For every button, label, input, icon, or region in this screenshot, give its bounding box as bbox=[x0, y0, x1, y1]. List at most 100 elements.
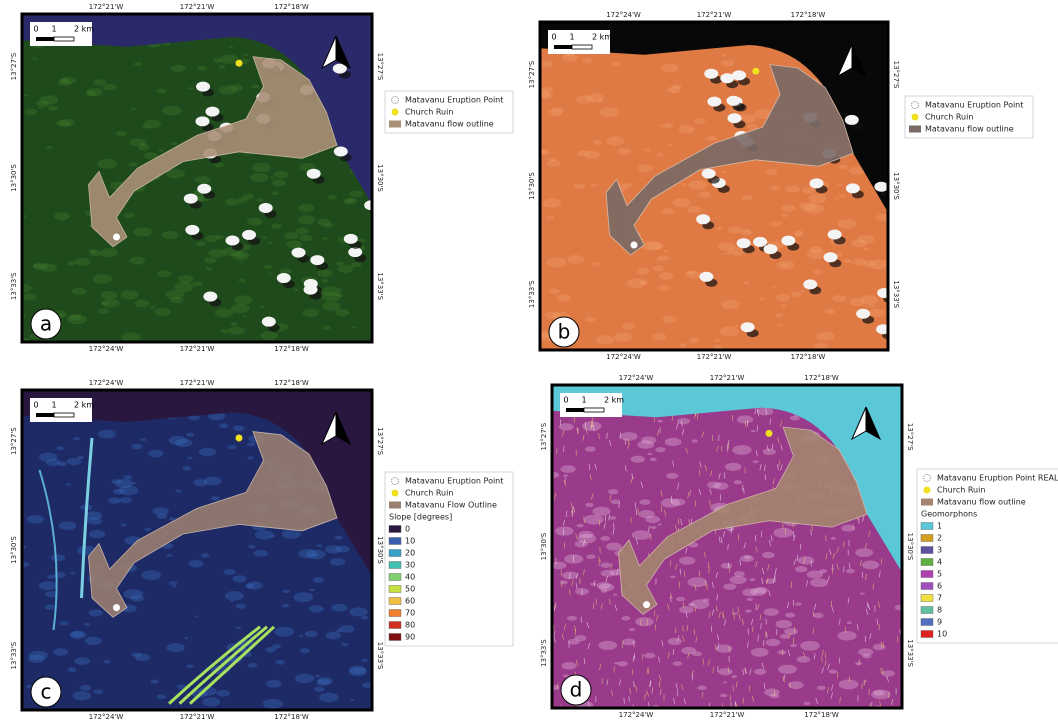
texture bbox=[742, 589, 758, 597]
texture bbox=[600, 563, 611, 568]
scale-bar-black bbox=[554, 45, 572, 49]
cloud bbox=[781, 236, 795, 246]
right-tick-label: 13°33'S bbox=[892, 280, 900, 308]
cloud bbox=[307, 169, 321, 179]
texture bbox=[882, 670, 895, 676]
texture bbox=[196, 241, 206, 246]
texture bbox=[121, 290, 139, 299]
legend-swatch bbox=[389, 574, 401, 581]
texture bbox=[248, 456, 254, 459]
texture bbox=[230, 84, 243, 91]
left-tick-label: 13°30'S bbox=[540, 532, 548, 560]
texture bbox=[108, 497, 121, 503]
legend-symbol bbox=[924, 475, 931, 482]
texture bbox=[679, 125, 695, 133]
texture bbox=[644, 653, 655, 659]
legend: Matavanu Eruption Point REALChurch RuinM… bbox=[917, 469, 1058, 643]
texture bbox=[635, 617, 653, 626]
texture bbox=[192, 281, 203, 286]
texture bbox=[171, 65, 186, 72]
church-ruin bbox=[766, 430, 773, 437]
texture bbox=[234, 295, 253, 304]
texture bbox=[673, 661, 682, 666]
texture bbox=[838, 165, 847, 170]
texture bbox=[322, 237, 328, 240]
legend-swatch bbox=[389, 610, 401, 617]
cloud bbox=[823, 252, 837, 262]
legend-label: Matavanu Eruption Point bbox=[405, 477, 503, 486]
texture bbox=[863, 247, 869, 250]
texture bbox=[591, 183, 598, 186]
texture bbox=[186, 433, 194, 437]
texture bbox=[668, 638, 682, 645]
texture bbox=[586, 554, 595, 559]
texture bbox=[860, 593, 865, 595]
left-tick-label: 13°27'S bbox=[10, 427, 18, 455]
legend-label: Church Ruin bbox=[937, 486, 985, 495]
texture bbox=[336, 545, 350, 552]
texture bbox=[637, 268, 650, 274]
texture bbox=[723, 681, 727, 683]
texture bbox=[197, 66, 207, 71]
legend-class-label: 80 bbox=[405, 621, 415, 630]
texture bbox=[46, 146, 52, 149]
texture bbox=[839, 679, 859, 689]
cloud bbox=[737, 238, 751, 248]
texture bbox=[574, 635, 586, 641]
legend-swatch bbox=[921, 535, 933, 542]
texture bbox=[590, 262, 599, 267]
texture bbox=[585, 446, 596, 451]
cloud bbox=[704, 69, 718, 79]
texture bbox=[270, 176, 275, 178]
texture bbox=[262, 236, 267, 238]
texture bbox=[781, 304, 787, 307]
texture bbox=[73, 437, 80, 440]
texture bbox=[202, 697, 220, 706]
legend-class-label: 60 bbox=[405, 597, 415, 606]
texture bbox=[162, 231, 178, 239]
legend-class-label: 4 bbox=[937, 558, 942, 567]
texture bbox=[775, 294, 790, 301]
texture bbox=[716, 227, 722, 230]
legend-class-label: 9 bbox=[937, 618, 942, 627]
texture bbox=[687, 270, 696, 274]
texture bbox=[732, 445, 751, 455]
texture bbox=[217, 690, 230, 697]
scale-label: 2 km bbox=[74, 25, 94, 34]
texture bbox=[293, 288, 298, 291]
texture bbox=[830, 537, 835, 540]
legend-swatch bbox=[921, 547, 933, 554]
texture bbox=[639, 499, 650, 505]
texture bbox=[692, 439, 698, 442]
texture bbox=[857, 235, 874, 244]
texture bbox=[690, 599, 709, 609]
legend-swatch bbox=[389, 562, 401, 569]
texture bbox=[232, 575, 246, 582]
texture bbox=[169, 581, 177, 585]
texture bbox=[59, 621, 68, 626]
texture bbox=[829, 669, 838, 673]
legend-class-label: 20 bbox=[405, 549, 415, 558]
texture bbox=[283, 590, 290, 594]
texture bbox=[747, 124, 758, 129]
texture bbox=[725, 463, 741, 471]
texture bbox=[272, 179, 286, 186]
texture bbox=[795, 602, 802, 605]
texture bbox=[555, 527, 574, 536]
texture bbox=[141, 143, 147, 146]
top-tick-label: 172°24'W bbox=[619, 374, 654, 382]
top-tick-label: 172°21'W bbox=[180, 379, 215, 387]
texture bbox=[657, 153, 664, 156]
texture bbox=[321, 279, 328, 283]
texture bbox=[97, 159, 117, 169]
texture bbox=[547, 160, 560, 167]
legend-swatch bbox=[389, 586, 401, 593]
texture bbox=[187, 457, 192, 460]
legend-symbol bbox=[392, 490, 399, 497]
texture bbox=[121, 523, 127, 526]
texture bbox=[206, 267, 213, 270]
texture bbox=[777, 650, 786, 654]
texture bbox=[629, 628, 635, 631]
texture bbox=[275, 660, 285, 665]
cloud bbox=[845, 115, 859, 125]
